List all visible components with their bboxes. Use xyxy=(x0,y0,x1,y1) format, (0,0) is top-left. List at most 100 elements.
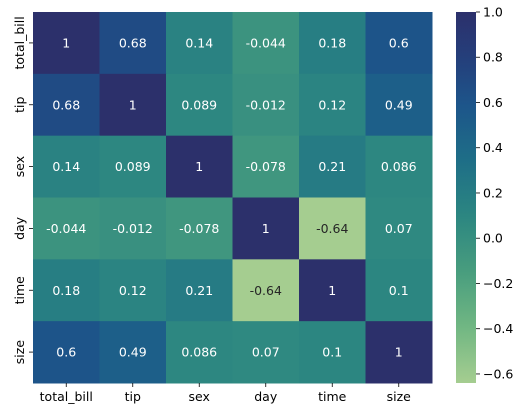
x-tick-label: tip xyxy=(125,389,141,404)
heatmap-cell xyxy=(33,12,100,75)
cell-annotation: 1 xyxy=(129,97,137,112)
x-tick-label: day xyxy=(254,389,278,404)
heatmap-cell xyxy=(232,135,300,198)
colorbar-tick-label: 1.0 xyxy=(483,5,503,20)
cell-annotation: -0.044 xyxy=(246,35,286,50)
heatmap-cell xyxy=(365,197,433,260)
colorbar-tick-label: −0.6 xyxy=(483,366,513,381)
cell-annotation: 1 xyxy=(262,221,270,236)
heatmap-cell xyxy=(166,321,233,384)
cell-annotation: 0.49 xyxy=(385,97,413,112)
cell-annotation: 0.07 xyxy=(385,221,413,236)
heatmap-cell xyxy=(365,259,433,322)
colorbar-tick-label: 0.2 xyxy=(483,185,503,200)
colorbar-gradient xyxy=(456,12,476,383)
x-axis: total_bill tip sex day time size xyxy=(40,383,412,404)
heatmap-cell xyxy=(232,197,300,260)
cell-annotation: 0.1 xyxy=(322,345,342,360)
cell-annotation: 1 xyxy=(328,283,336,298)
heatmap-cell xyxy=(33,197,100,260)
heatmap-cell xyxy=(299,197,366,260)
heatmap-cell xyxy=(166,12,233,75)
heatmap-cell xyxy=(299,135,366,198)
heatmap-cell xyxy=(232,259,300,322)
x-tick-label: time xyxy=(318,389,347,404)
x-tick-label: total_bill xyxy=(40,389,93,404)
colorbar-tick-label: 0.6 xyxy=(483,95,503,110)
cell-annotation: -0.012 xyxy=(113,221,153,236)
cell-annotation: 0.14 xyxy=(52,159,80,174)
heatmap-cell xyxy=(365,12,433,75)
colorbar-tick-label: 0.4 xyxy=(483,140,503,155)
heatmap-cell xyxy=(99,259,167,322)
cell-annotation: 0.12 xyxy=(119,283,147,298)
cell-annotation: 0.086 xyxy=(181,345,217,360)
cell-annotation: -0.078 xyxy=(179,221,219,236)
heatmap-cell xyxy=(33,135,100,198)
cell-annotations: 1 0.68 0.14 -0.044 0.18 0.6 0.68 1 0.089 -0.012 0.… xyxy=(46,35,417,359)
colorbar-tick-label: 0.0 xyxy=(483,231,503,246)
cell-annotation: 0.07 xyxy=(252,345,280,360)
cell-annotation: 0.089 xyxy=(115,159,151,174)
y-tick-label: total_bill xyxy=(12,16,27,69)
heatmap-cell xyxy=(166,73,233,137)
heatmap-cell xyxy=(99,135,167,198)
cell-annotation: 0.6 xyxy=(389,35,409,50)
heatmap-cell xyxy=(99,197,167,260)
heatmap-cell xyxy=(166,197,233,260)
cell-annotation: 0.21 xyxy=(318,159,346,174)
y-tick-label: tip xyxy=(12,97,27,113)
heatmap-cell xyxy=(232,12,300,75)
heatmap-cell xyxy=(365,321,433,384)
cell-annotation: -0.012 xyxy=(246,97,286,112)
cell-annotation: 0.49 xyxy=(119,345,147,360)
heatmap-cell xyxy=(166,259,233,322)
colorbar: 1.0 0.8 0.6 0.4 0.2 0.0 −0.2 −0.4 −0.6 xyxy=(456,5,513,383)
heatmap-cell xyxy=(299,12,366,75)
heatmap-cell xyxy=(299,259,366,322)
heatmap-cell xyxy=(299,73,366,137)
cell-annotation: 0.18 xyxy=(52,283,80,298)
heatmap-cell xyxy=(99,12,167,75)
y-tick-label: size xyxy=(12,340,27,365)
heatmap-cell xyxy=(33,321,100,384)
cell-annotation: 0.1 xyxy=(389,283,409,298)
heatmap-cell xyxy=(232,321,300,384)
cell-annotation: 0.18 xyxy=(318,35,346,50)
heatmap-cell xyxy=(232,73,300,137)
x-tick-label: sex xyxy=(189,389,210,404)
heatmap-cell xyxy=(99,73,167,137)
cell-annotation: 0.12 xyxy=(318,97,346,112)
colorbar-tick-label: −0.2 xyxy=(483,276,513,291)
y-tick-label: time xyxy=(12,276,27,305)
cell-annotation: -0.078 xyxy=(246,159,286,174)
heatmap-cell xyxy=(99,321,167,384)
cell-annotation: 0.21 xyxy=(185,283,213,298)
y-tick-label: day xyxy=(12,216,27,240)
cell-annotation: 0.6 xyxy=(56,345,76,360)
heatmap-cell xyxy=(365,73,433,137)
cell-annotation: 0.68 xyxy=(119,35,147,50)
cell-annotation: -0.64 xyxy=(316,221,348,236)
heatmap-cell xyxy=(166,135,233,198)
colorbar-tick-label: 0.8 xyxy=(483,50,503,65)
colorbar-tick-label: −0.4 xyxy=(483,321,513,336)
heatmap-cell xyxy=(33,73,100,137)
heatmap-cell xyxy=(299,321,366,384)
cell-annotation: 1 xyxy=(195,159,203,174)
cell-annotation: 1 xyxy=(62,35,70,50)
cell-annotation: 0.14 xyxy=(185,35,213,50)
cell-annotation: 0.089 xyxy=(181,97,217,112)
heatmap-cell xyxy=(33,259,100,322)
cell-annotation: 1 xyxy=(395,345,403,360)
heatmap-cells xyxy=(33,12,433,384)
cell-annotation: -0.044 xyxy=(46,221,86,236)
cell-annotation: 0.68 xyxy=(52,97,80,112)
x-tick-label: size xyxy=(387,389,412,404)
cell-annotation: 0.086 xyxy=(381,159,417,174)
cell-annotation: -0.64 xyxy=(250,283,282,298)
heatmap-cell xyxy=(365,135,433,198)
y-tick-label: sex xyxy=(12,156,27,177)
